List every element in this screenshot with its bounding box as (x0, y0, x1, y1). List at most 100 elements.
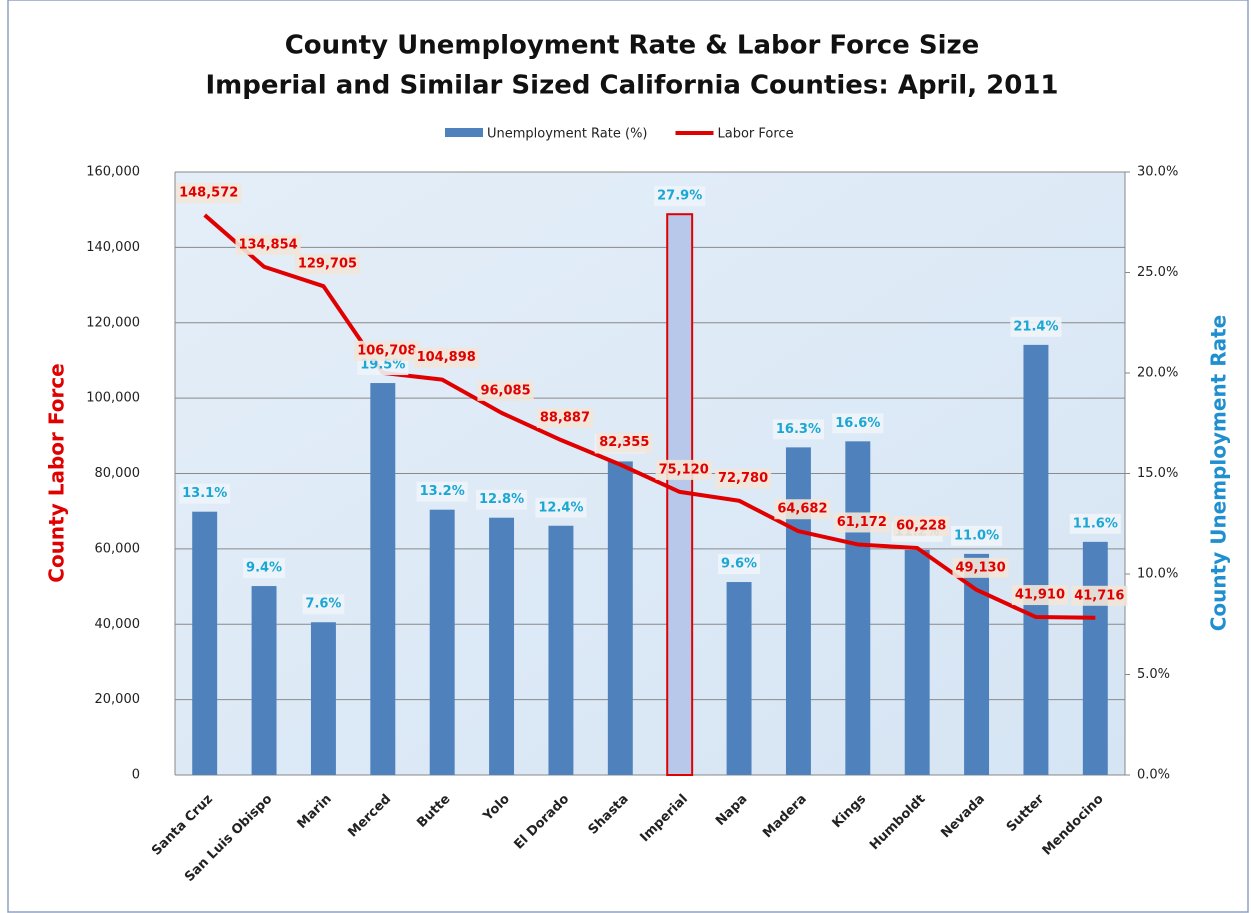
y2-tick-label: 25.0% (1137, 265, 1178, 280)
y-tick-label: 140,000 (86, 240, 140, 255)
bar (310, 622, 336, 775)
bar (904, 549, 930, 775)
y-tick-label: 20,000 (95, 692, 141, 707)
data-label-group: 41,716 (1071, 585, 1128, 606)
bar (1082, 541, 1108, 775)
bar (429, 509, 455, 775)
data-label-group: 106,708 (354, 340, 420, 361)
data-label-group: 12.4% (535, 497, 587, 518)
y2-tick-label: 15.0% (1137, 466, 1178, 481)
data-label-group: 9.6% (718, 554, 761, 575)
data-label-group: 49,130 (952, 557, 1009, 578)
bar (607, 461, 633, 775)
data-label-group: 13.2% (416, 481, 468, 502)
bar (785, 447, 811, 775)
data-label-group: 134,854 (235, 234, 301, 255)
data-label: 49,130 (955, 560, 1005, 575)
data-label: 13.2% (420, 484, 465, 499)
data-label-bg (654, 186, 706, 207)
y2-axis-title: County Unemployment Rate (1207, 315, 1231, 631)
bar (1023, 344, 1049, 775)
data-label-bg (1010, 316, 1062, 337)
data-label: 11.6% (1073, 516, 1118, 531)
data-label: 106,708 (357, 343, 416, 358)
chart-subtitle: Imperial and Similar Sized California Co… (205, 71, 1058, 101)
data-label: 41,716 (1074, 588, 1124, 603)
data-label-bg (1011, 585, 1069, 606)
data-label-bg (832, 413, 884, 434)
data-label: 64,682 (777, 502, 827, 517)
data-label-bg (416, 481, 468, 502)
data-label-group: 11.0% (951, 525, 1003, 546)
legend-swatch (445, 128, 483, 137)
bar (726, 582, 752, 775)
data-label-bg (535, 497, 587, 518)
data-label: 16.6% (835, 416, 880, 431)
data-label-group: 60,228 (893, 516, 950, 537)
data-label-group: 41,910 (1011, 585, 1069, 606)
data-label-bg (477, 380, 534, 401)
y2-tick-label: 10.0% (1137, 567, 1178, 582)
y-tick-label: 120,000 (86, 315, 140, 330)
data-label: 61,172 (837, 515, 887, 530)
y-tick-label: 60,000 (95, 541, 141, 556)
data-label-group: 11.6% (1069, 513, 1121, 534)
data-label-group: 16.6% (832, 413, 884, 434)
data-label: 7.6% (305, 597, 341, 612)
data-label-bg (302, 594, 345, 615)
data-label-bg (951, 525, 1003, 546)
data-label-group: 13.1% (179, 483, 231, 504)
y-tick-label: 160,000 (86, 165, 140, 180)
data-label-bg (1069, 513, 1121, 534)
bar (370, 383, 396, 775)
data-label-group: 96,085 (477, 380, 534, 401)
data-label: 129,705 (298, 257, 357, 272)
data-label: 12.4% (538, 500, 583, 515)
bar (548, 525, 574, 775)
data-label: 104,898 (417, 350, 476, 365)
chart-title: County Unemployment Rate & Labor Force S… (285, 31, 980, 61)
y2-tick-label: 5.0% (1137, 667, 1170, 682)
data-label-bg (476, 489, 528, 510)
data-label-group: 72,780 (714, 468, 772, 489)
data-label: 148,572 (179, 186, 238, 201)
data-label: 9.6% (721, 557, 757, 572)
data-label-group: 148,572 (176, 183, 242, 204)
data-label-group: 9.4% (243, 558, 286, 579)
data-label-bg (235, 234, 301, 255)
data-label-bg (772, 419, 824, 440)
data-label: 82,355 (599, 435, 649, 450)
data-label-group: 21.4% (1010, 316, 1062, 337)
data-label-group: 82,355 (596, 432, 653, 453)
bar (192, 511, 218, 775)
data-label-bg (655, 459, 712, 480)
data-label-group: 64,682 (774, 499, 831, 520)
data-label-bg (833, 512, 890, 533)
data-label: 13.1% (182, 486, 227, 501)
bar (489, 517, 515, 775)
data-label: 27.9% (657, 189, 702, 204)
data-label: 41,910 (1015, 588, 1065, 603)
y-tick-label: 40,000 (95, 617, 141, 632)
data-label: 16.3% (776, 422, 821, 437)
bar (845, 441, 871, 775)
data-label: 75,120 (659, 462, 709, 477)
y-tick-label: 100,000 (86, 391, 140, 406)
line (203, 213, 1096, 620)
data-label-bg (893, 516, 950, 537)
data-label-group: 27.9% (654, 186, 706, 207)
y2-tick-label: 30.0% (1137, 165, 1178, 180)
bar (251, 586, 277, 775)
data-label-bg (774, 499, 831, 520)
data-label: 12.8% (479, 492, 524, 507)
data-label-bg (596, 432, 653, 453)
data-label-bg (536, 408, 594, 429)
data-label-bg (952, 557, 1009, 578)
y2-tick-label: 20.0% (1137, 366, 1178, 381)
data-label-group: 104,898 (413, 347, 479, 368)
data-label-bg (718, 554, 761, 575)
data-label-group: 12.8% (476, 489, 528, 510)
data-label-group: 7.6% (302, 594, 345, 615)
data-label: 21.4% (1013, 319, 1058, 334)
